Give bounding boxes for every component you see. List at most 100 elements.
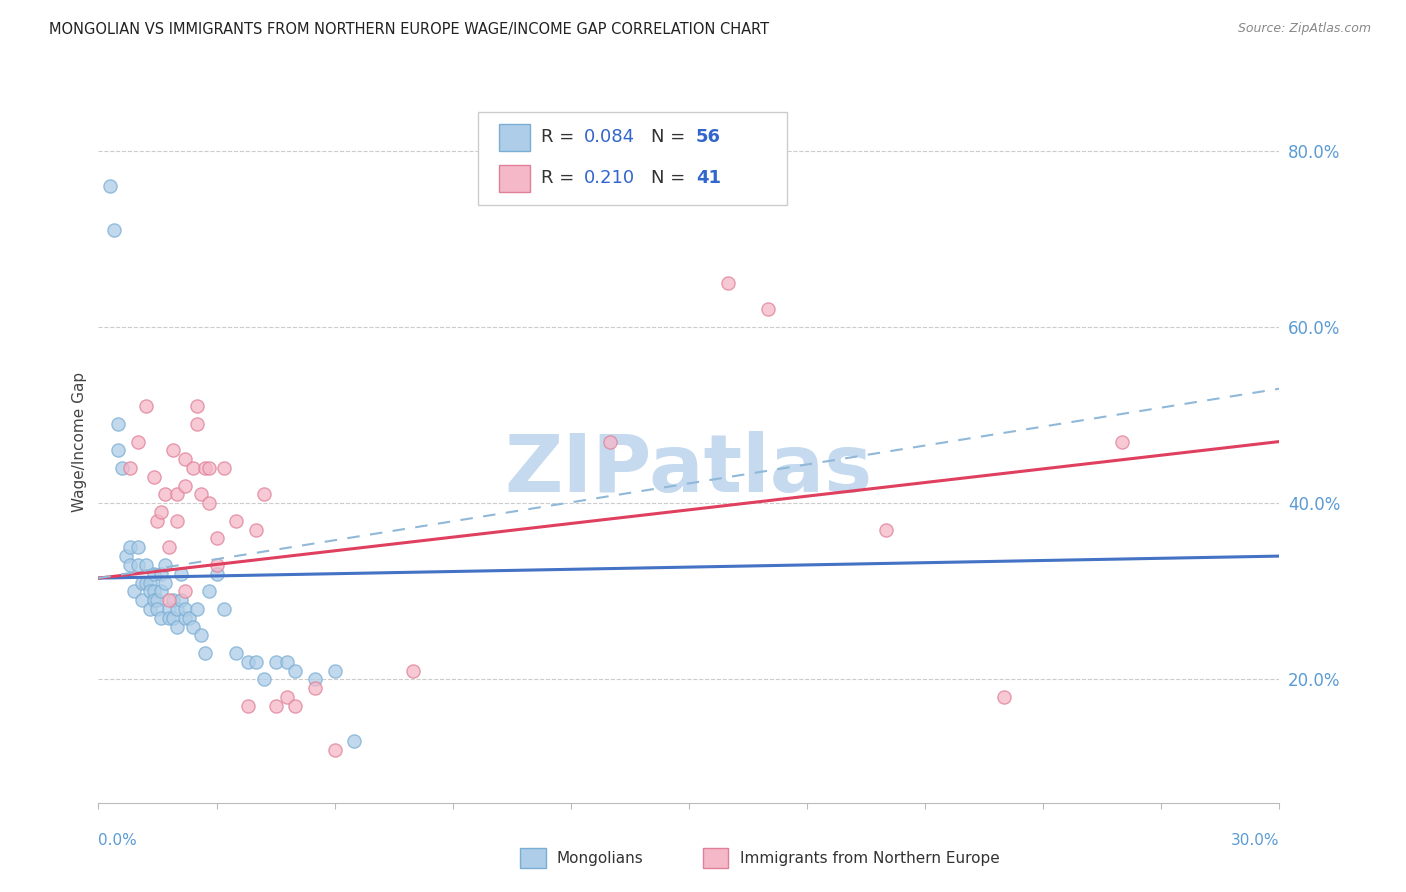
Point — [174, 611, 197, 625]
Text: R =: R = — [541, 169, 581, 187]
Point — [197, 496, 219, 510]
Point — [157, 611, 180, 625]
Point — [103, 223, 125, 237]
Point — [284, 698, 307, 713]
Point — [98, 179, 121, 194]
Point — [174, 602, 197, 616]
Point — [186, 417, 208, 431]
Point — [155, 575, 177, 590]
Point — [118, 558, 141, 572]
Point — [756, 302, 779, 317]
Point — [214, 602, 236, 616]
Point — [166, 602, 188, 616]
Point — [304, 673, 326, 687]
Point — [186, 399, 208, 413]
Point — [135, 399, 157, 413]
Point — [155, 487, 177, 501]
Point — [323, 743, 346, 757]
Point — [276, 690, 298, 704]
Point — [150, 611, 173, 625]
Point — [122, 584, 145, 599]
Point — [157, 541, 180, 555]
Point — [174, 478, 197, 492]
Point — [146, 602, 169, 616]
Point — [157, 593, 180, 607]
Point — [138, 602, 160, 616]
Point — [717, 276, 740, 290]
Point — [131, 575, 153, 590]
Point — [197, 461, 219, 475]
Point — [599, 434, 621, 449]
Point — [115, 549, 138, 563]
Point — [162, 593, 184, 607]
Point — [150, 505, 173, 519]
Point — [194, 461, 217, 475]
Point — [142, 566, 165, 581]
Point — [186, 602, 208, 616]
Point — [205, 532, 228, 546]
Point — [205, 558, 228, 572]
Point — [190, 628, 212, 642]
Point — [214, 461, 236, 475]
Point — [131, 593, 153, 607]
Text: ZIPatlas: ZIPatlas — [505, 432, 873, 509]
Text: N =: N = — [651, 169, 690, 187]
Point — [181, 619, 204, 633]
Point — [138, 575, 160, 590]
Text: MONGOLIAN VS IMMIGRANTS FROM NORTHERN EUROPE WAGE/INCOME GAP CORRELATION CHART: MONGOLIAN VS IMMIGRANTS FROM NORTHERN EU… — [49, 22, 769, 37]
Point — [107, 417, 129, 431]
Text: 56: 56 — [696, 128, 721, 146]
Point — [402, 664, 425, 678]
Point — [174, 452, 197, 467]
Point — [177, 611, 200, 625]
Point — [304, 681, 326, 696]
Point — [253, 673, 276, 687]
Point — [107, 443, 129, 458]
Point — [170, 566, 193, 581]
Point — [166, 514, 188, 528]
Point — [190, 487, 212, 501]
Point — [150, 566, 173, 581]
Point — [142, 584, 165, 599]
Point — [135, 558, 157, 572]
Point — [245, 655, 267, 669]
Point — [135, 575, 157, 590]
Point — [162, 611, 184, 625]
Text: Immigrants from Northern Europe: Immigrants from Northern Europe — [740, 851, 1000, 865]
Text: R =: R = — [541, 128, 581, 146]
Point — [166, 487, 188, 501]
Point — [127, 558, 149, 572]
Point — [181, 461, 204, 475]
Point — [162, 443, 184, 458]
Point — [166, 619, 188, 633]
Point — [194, 646, 217, 660]
Point — [150, 584, 173, 599]
Point — [323, 664, 346, 678]
Point — [174, 584, 197, 599]
Point — [138, 584, 160, 599]
Y-axis label: Wage/Income Gap: Wage/Income Gap — [72, 371, 87, 512]
Point — [343, 734, 366, 748]
Point — [142, 470, 165, 484]
Text: 30.0%: 30.0% — [1232, 833, 1279, 848]
Point — [993, 690, 1015, 704]
Text: 0.084: 0.084 — [583, 128, 634, 146]
Point — [1111, 434, 1133, 449]
Point — [197, 584, 219, 599]
Point — [236, 698, 259, 713]
Text: 0.210: 0.210 — [583, 169, 634, 187]
Point — [142, 593, 165, 607]
Point — [146, 514, 169, 528]
Point — [264, 698, 287, 713]
Text: Source: ZipAtlas.com: Source: ZipAtlas.com — [1237, 22, 1371, 36]
Point — [253, 487, 276, 501]
Point — [205, 566, 228, 581]
Point — [111, 461, 134, 475]
Text: 41: 41 — [696, 169, 721, 187]
Point — [118, 461, 141, 475]
Point — [127, 434, 149, 449]
Point — [157, 602, 180, 616]
Point — [245, 523, 267, 537]
Point — [225, 514, 247, 528]
Point — [875, 523, 897, 537]
